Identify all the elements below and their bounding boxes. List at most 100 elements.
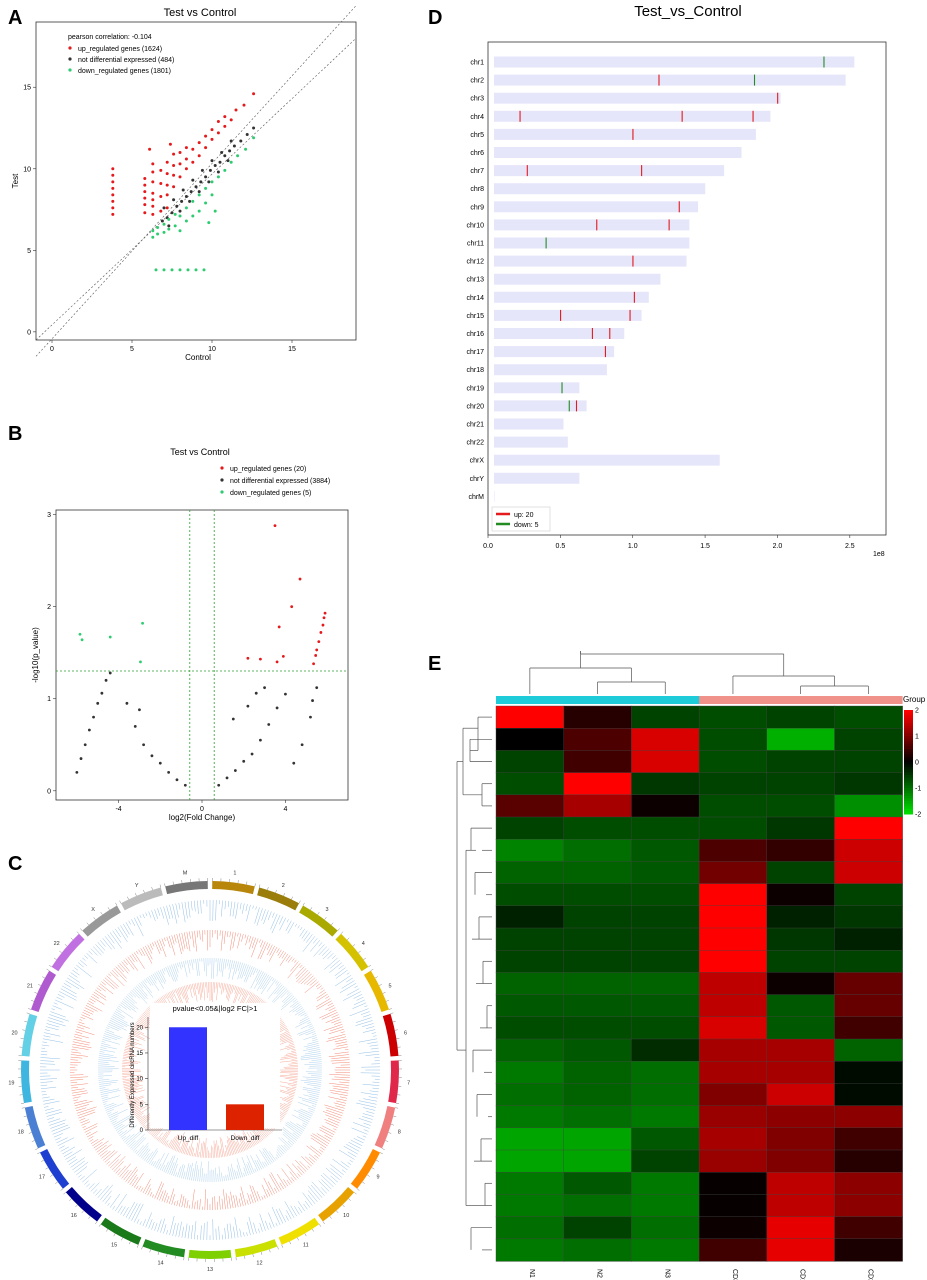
panel-c-blue-track	[154, 1222, 158, 1231]
panel-c-blue-track	[57, 994, 65, 998]
panel-c-inner-blue-track	[237, 962, 241, 972]
panel-c-red-track	[247, 1193, 252, 1204]
panel-c-ring-tick	[319, 1224, 322, 1227]
panel-c-red-track	[336, 1100, 347, 1104]
panel-c-blue-track	[367, 1041, 378, 1044]
panel-e-cell	[495, 1171, 565, 1195]
panel-d-xtick-label: 2.0	[773, 543, 783, 550]
panel-c-red-track	[324, 1104, 344, 1112]
panel-a-point-up	[223, 124, 227, 128]
panel-e-cell	[563, 994, 633, 1018]
panel-c-ring-tick	[298, 900, 301, 904]
panel-a-point-none	[194, 185, 198, 189]
panel-c-red-track	[328, 1054, 350, 1058]
panel-c-inner-blue-track	[197, 958, 200, 976]
panel-c-blue-track	[358, 1118, 372, 1123]
panel-c-inner-blue-track	[252, 967, 257, 976]
panel-c-red-track	[252, 1185, 259, 1202]
panel-c-red-track	[298, 971, 311, 984]
panel-c-red-track	[166, 936, 171, 948]
panel-c-blue-track	[136, 1219, 140, 1224]
panel-a-point-none	[175, 204, 179, 208]
panel-c-blue-track	[362, 1135, 367, 1138]
panel-a-point-down	[173, 224, 177, 228]
panel-a-point-none	[239, 139, 243, 143]
panel-c-blue-track	[346, 1144, 360, 1152]
panel-c-inner-blue-track	[110, 1018, 128, 1027]
panel-c-blue-track	[52, 1127, 71, 1135]
panel-c-ring-tick	[100, 912, 103, 915]
panel-a-diagonal-line	[35, 5, 357, 357]
panel-c-chromosome-segment	[65, 1187, 102, 1222]
panel-c-inner-blue-track	[201, 1167, 203, 1182]
panel-c-inner-blue-track	[147, 1148, 158, 1164]
panel-c-red-track	[259, 942, 268, 960]
panel-e-cell	[563, 816, 633, 840]
panel-a-point-up	[111, 212, 115, 216]
panel-c-inner-red-track	[169, 1136, 176, 1149]
panel-c-red-track	[315, 983, 321, 988]
panel-c-inner-red-track	[278, 1103, 289, 1110]
panel-a-point-none	[213, 164, 217, 168]
panel-c-inner-blue-track	[107, 1025, 119, 1031]
panel-c-chromosome-label: 5	[389, 983, 392, 989]
panel-c-inner-red-track	[224, 983, 227, 991]
panel-e-cell	[698, 772, 768, 796]
panel-a-point-none	[170, 211, 174, 215]
panel-c-blue-track	[340, 1161, 350, 1168]
panel-c-ring-tick	[302, 902, 305, 906]
panel-c-ring-tick	[388, 1008, 392, 1010]
panel-c-inner-blue-track	[156, 1153, 165, 1169]
panel-c-blue-track	[115, 1193, 127, 1212]
panel-a-point-up	[252, 92, 256, 96]
panel-e-cell	[834, 1149, 903, 1173]
panel-e-cell	[766, 705, 836, 729]
panel-c-red-track	[328, 1007, 336, 1012]
panel-c-inner-blue-track	[120, 1002, 132, 1011]
panel-c-red-track	[223, 1189, 226, 1210]
panel-c-ring-tick	[396, 1102, 400, 1104]
panel-c-red-track	[154, 1181, 163, 1199]
panel-c-inner-red-track	[125, 1044, 146, 1051]
panel-c-blue-track	[287, 922, 295, 934]
panel-c-inner-blue-track	[228, 959, 231, 970]
panel-e-dendrograms	[456, 651, 869, 1251]
panel-c-ring-tick	[53, 957, 57, 960]
panel-c-chromosome-label: 21	[27, 983, 33, 989]
panel-c-blue-track	[218, 1226, 220, 1240]
panel-c-inner-blue-track	[258, 972, 266, 985]
panel-c-ring-tick	[395, 1107, 399, 1109]
panel-c-inner-red-track	[238, 988, 244, 1001]
panel-d-xtick-label: 0.0	[483, 543, 493, 550]
panel-e-legend-title: Group	[903, 695, 926, 704]
panel-c-inner-red-track	[248, 991, 251, 996]
panel-c-inner-blue-track	[247, 1161, 253, 1174]
panel-c-inner-red-track	[288, 1041, 294, 1044]
panel-c-red-track	[178, 933, 184, 952]
panel-e-cell	[495, 750, 565, 774]
panel-c-red-track	[73, 1099, 79, 1102]
panel-c-ring-tick	[386, 1000, 389, 1002]
panel-c-inner-blue-track	[115, 1009, 122, 1013]
panel-c-blue-track	[253, 1222, 257, 1234]
panel-e-cell	[495, 1216, 565, 1240]
panel-c-inner-red-track	[287, 1103, 291, 1106]
panel-c-inner-blue-track	[300, 1057, 322, 1061]
panel-e-cell	[834, 772, 903, 796]
panel-c-inner-blue-track	[298, 1109, 313, 1117]
panel-c-red-track	[315, 998, 331, 1008]
panel-c-inner-blue-track	[127, 1131, 143, 1146]
panel-c-red-track	[244, 934, 247, 939]
panel-c-ring-tick	[356, 1188, 360, 1191]
panel-c-blue-track	[215, 900, 217, 921]
panel-b-ytick-label: 3	[47, 512, 51, 519]
panel-c-ring-tick	[376, 1159, 379, 1162]
panel-d-chromosome-label: chr1	[470, 60, 484, 67]
panel-c-blue-track	[294, 1206, 300, 1215]
panel-c-red-track	[316, 985, 322, 990]
panel-a-point-up	[184, 157, 188, 161]
panel-c-inner-red-track	[285, 1078, 298, 1080]
panel-e-cell	[563, 1083, 633, 1107]
panel-c-red-track	[71, 1086, 79, 1089]
panel-c-inner-red-track	[288, 1084, 297, 1087]
